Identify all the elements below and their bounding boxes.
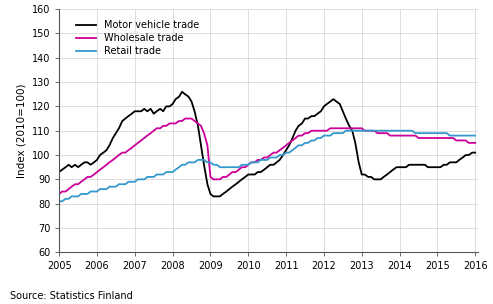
Motor vehicle trade <box>324 102 330 106</box>
Wholesale trade <box>460 139 466 142</box>
Line: Retail trade: Retail trade <box>59 131 475 201</box>
Wholesale trade <box>321 129 327 133</box>
Wholesale trade <box>450 136 456 140</box>
Retail trade <box>330 131 336 135</box>
Wholesale trade <box>346 126 352 130</box>
Wholesale trade <box>182 117 188 120</box>
Retail trade <box>472 134 478 137</box>
Text: Source: Statistics Finland: Source: Statistics Finland <box>10 291 133 301</box>
Motor vehicle trade <box>85 161 91 164</box>
Motor vehicle trade <box>454 161 459 164</box>
Wholesale trade <box>472 141 478 145</box>
Motor vehicle trade <box>350 129 355 133</box>
Wholesale trade <box>56 192 62 196</box>
Retail trade <box>56 199 62 203</box>
Motor vehicle trade <box>211 195 216 198</box>
Wholesale trade <box>333 126 339 130</box>
Motor vehicle trade <box>337 102 343 106</box>
Retail trade <box>343 129 349 133</box>
Motor vehicle trade <box>472 151 478 154</box>
Wholesale trade <box>85 175 91 179</box>
Motor vehicle trade <box>463 153 469 157</box>
Retail trade <box>346 129 352 133</box>
Retail trade <box>85 192 91 196</box>
Motor vehicle trade <box>56 170 62 174</box>
Retail trade <box>460 134 466 137</box>
Line: Wholesale trade: Wholesale trade <box>59 119 475 194</box>
Retail trade <box>318 136 324 140</box>
Motor vehicle trade <box>179 90 185 94</box>
Y-axis label: Index (2010=100): Index (2010=100) <box>16 84 26 178</box>
Line: Motor vehicle trade: Motor vehicle trade <box>59 92 475 196</box>
Legend: Motor vehicle trade, Wholesale trade, Retail trade: Motor vehicle trade, Wholesale trade, Re… <box>72 16 203 60</box>
Retail trade <box>450 134 456 137</box>
